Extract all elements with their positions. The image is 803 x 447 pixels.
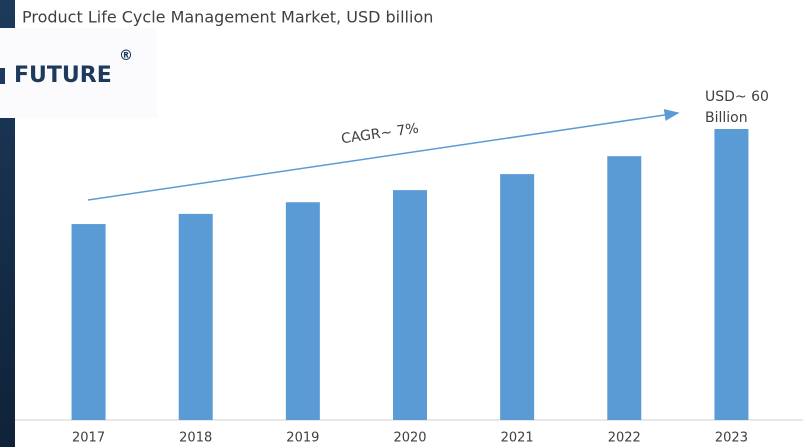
logo-block [0, 68, 5, 84]
bar [714, 129, 749, 420]
annotation: USD~ 60 [705, 89, 769, 105]
logo-mark: ® [119, 48, 133, 64]
bar [500, 174, 535, 420]
cagr-arrow [87, 109, 680, 201]
x-tick-label: 2023 [715, 431, 748, 446]
bar [607, 156, 642, 420]
logo-box [0, 28, 157, 118]
x-tick-label: 2019 [286, 431, 319, 446]
bar [393, 190, 427, 420]
x-tick-label: 2018 [179, 431, 212, 446]
bar [285, 202, 320, 420]
chart-title: Product Life Cycle Management Market, US… [22, 8, 433, 27]
logo-text: FUTURE [14, 63, 112, 88]
x-tick-label: 2020 [393, 431, 426, 446]
x-tick-label: 2021 [501, 431, 534, 446]
x-tick-label: 2017 [72, 431, 105, 446]
x-tick-label: 2022 [608, 431, 641, 446]
bar [178, 213, 213, 420]
annotation: Billion [705, 110, 748, 126]
bar [71, 224, 106, 420]
